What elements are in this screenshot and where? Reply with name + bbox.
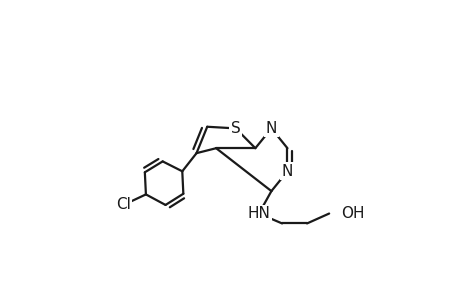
Text: N: N — [265, 121, 276, 136]
Text: Cl: Cl — [116, 197, 131, 212]
Text: N: N — [281, 164, 292, 179]
Text: OH: OH — [340, 206, 364, 221]
Text: S: S — [230, 121, 240, 136]
Text: HN: HN — [247, 206, 270, 221]
